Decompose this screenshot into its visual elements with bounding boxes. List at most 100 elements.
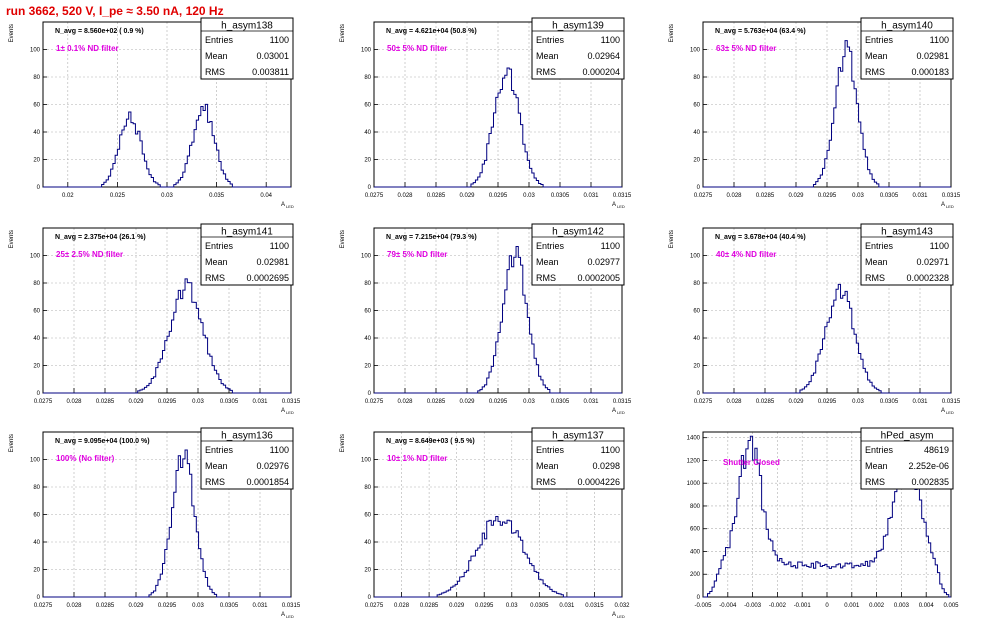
stats-key-mean: Mean (536, 461, 559, 471)
x-axis-label: A (612, 202, 616, 208)
stats-value-mean: 0.02976 (256, 461, 289, 471)
y-tick-label: 0 (37, 185, 41, 191)
navg-label: N_avg = 9.095e+04 (100.0 %) (55, 438, 150, 445)
x-tick-label: 0.031 (252, 603, 268, 609)
navg-label: N_avg = 8.649e+03 ( 9.5 %) (386, 438, 475, 445)
y-tick-label: 100 (690, 254, 701, 260)
run-title: run 3662, 520 V, I_pe ≈ 3.50 nA, 120 Hz (6, 4, 224, 18)
stats-value-mean: 2.252e-06 (908, 461, 949, 471)
stats-value-entries: 1100 (930, 35, 949, 45)
x-tick-label: 0.025 (110, 193, 126, 199)
stats-value-rms: 0.002835 (911, 477, 949, 487)
y-tick-label: 0 (37, 595, 41, 601)
x-tick-label: 0.029 (788, 193, 804, 199)
histogram-name: h_asym139 (552, 21, 604, 32)
x-axis-label: A (281, 408, 285, 414)
x-tick-label: 0.031 (912, 193, 928, 199)
y-tick-label: 40 (693, 336, 700, 342)
x-axis-label: A (612, 408, 616, 414)
filter-annotation: 10± 1% ND filter (387, 454, 447, 463)
x-tick-label: 0.0295 (818, 193, 837, 199)
x-tick-label: 0.028 (394, 603, 410, 609)
y-axis-label: Events (9, 24, 15, 42)
y-tick-label: 0 (368, 391, 372, 397)
x-tick-label: 0.0275 (365, 603, 384, 609)
x-tick-label: 0.028 (66, 603, 82, 609)
histogram-panel-h_asym139: 0.0275 0.028 0.0285 0.029 0.0295 0.03 0.0305 0.… (340, 17, 632, 209)
stats-key-mean: Mean (865, 257, 888, 267)
stats-key-entries: Entries (536, 241, 565, 251)
x-tick-label: 0.001 (844, 603, 860, 609)
stats-box (531, 427, 625, 490)
x-tick-label: 0.002 (869, 603, 885, 609)
filter-annotation: 63± 5% ND filter (716, 44, 776, 53)
x-tick-label: 0.029 (459, 399, 475, 405)
x-axis-label: A (281, 612, 285, 618)
x-tick-label: 0.03 (192, 603, 204, 609)
y-tick-label: 40 (364, 336, 371, 342)
x-tick-label: 0.029 (459, 193, 475, 199)
navg-label: N_avg = 7.215e+04 (79.3 %) (386, 234, 477, 241)
filter-annotation: Shutter Closed (723, 458, 780, 467)
x-tick-label: 0.029 (128, 603, 144, 609)
x-tick-label: 0.031 (559, 603, 575, 609)
histogram-panel-hPed_asym: -0.005 -0.004 -0.003 -0.002 -0.001 0 0.001 0.00… (687, 427, 959, 609)
y-tick-label: 60 (33, 513, 40, 519)
y-tick-label: 1400 (687, 436, 701, 442)
x-tick-label: 0.0285 (756, 399, 775, 405)
navg-label: N_avg = 5.763e+04 (63.4 %) (715, 28, 806, 35)
x-tick-label: 0.03 (192, 399, 204, 405)
x-axis-label: A (941, 202, 945, 208)
y-tick-label: 20 (364, 158, 371, 164)
x-tick-label: -0.004 (719, 603, 737, 609)
stats-box (200, 427, 294, 490)
stats-value-mean: 0.02981 (916, 51, 949, 61)
histogram-panel-h_asym136: 0.0275 0.028 0.0285 0.029 0.0295 0.03 0.0305 0.… (9, 427, 301, 619)
y-tick-label: 200 (690, 572, 701, 578)
y-tick-label: 80 (364, 281, 371, 287)
stats-value-entries: 1100 (601, 35, 620, 45)
y-tick-label: 20 (364, 364, 371, 370)
y-tick-label: 20 (33, 364, 40, 370)
stats-value-mean: 0.02964 (587, 51, 620, 61)
x-tick-label: -0.002 (769, 603, 787, 609)
y-tick-label: 0 (697, 595, 701, 601)
stats-key-mean: Mean (865, 51, 888, 61)
y-tick-label: 80 (364, 75, 371, 81)
x-tick-label: 0.03 (523, 193, 535, 199)
x-tick-label: 0.03 (161, 193, 173, 199)
x-axis-label-subscript: LED (617, 614, 625, 619)
stats-box (860, 223, 954, 286)
x-tick-label: 0.04 (260, 193, 272, 199)
y-tick-label: 60 (364, 103, 371, 109)
histogram-panel-h_asym138: 0.02 0.025 0.03 0.035 0.04 0 20 40 60 80 100 Events… (9, 17, 294, 209)
x-axis-label-subscript: LED (286, 410, 294, 415)
y-axis-label: Events (669, 24, 675, 42)
histogram-series-h_asym140 (703, 40, 951, 188)
x-tick-label: 0.0305 (220, 399, 239, 405)
y-tick-label: 60 (693, 309, 700, 315)
navg-label: N_avg = 2.375e+04 (26.1 %) (55, 234, 146, 241)
x-tick-label: 0.0275 (694, 399, 713, 405)
x-tick-label: 0.028 (397, 193, 413, 199)
y-tick-label: 100 (361, 254, 372, 260)
x-tick-label: 0.0315 (942, 399, 961, 405)
x-tick-label: 0.0285 (427, 193, 446, 199)
x-tick-label: 0.029 (449, 603, 465, 609)
histogram-series-h_asym136 (43, 449, 291, 598)
x-axis-label-subscript: LED (946, 204, 954, 209)
y-tick-label: 1000 (687, 481, 701, 487)
x-tick-label: 0.028 (726, 399, 742, 405)
stats-key-rms: RMS (536, 67, 556, 77)
stats-box (200, 223, 294, 286)
y-tick-label: 100 (30, 48, 41, 54)
x-tick-label: 0.0315 (942, 193, 961, 199)
stats-value-mean: 0.0298 (592, 461, 620, 471)
x-tick-label: 0.03 (506, 603, 518, 609)
x-tick-label: 0.0285 (427, 399, 446, 405)
x-tick-label: -0.005 (694, 603, 712, 609)
stats-value-rms: 0.0001854 (246, 477, 289, 487)
y-tick-label: 80 (693, 75, 700, 81)
stats-key-rms: RMS (865, 273, 885, 283)
x-axis-label-subscript: LED (617, 204, 625, 209)
